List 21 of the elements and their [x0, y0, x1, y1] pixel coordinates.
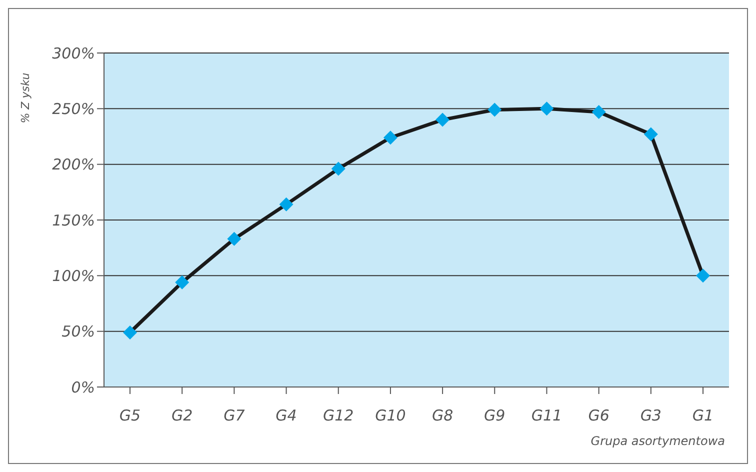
x-tick-label: G8	[432, 406, 454, 425]
x-tick-label: G5	[119, 406, 141, 425]
y-tick-label: 0%	[71, 378, 95, 396]
y-tick-label: 50%	[62, 322, 95, 341]
y-axis-title: % Z ysku	[18, 72, 32, 124]
y-tick-label: 250%	[52, 100, 95, 118]
x-tick-label: G1	[692, 406, 714, 425]
x-tick-label: G3	[640, 406, 662, 425]
x-tick-label: G7	[224, 406, 246, 425]
y-tick-label: 300%	[52, 44, 95, 62]
x-tick-label: G12	[323, 406, 354, 425]
y-tick-label: 150%	[52, 211, 95, 230]
x-tick-label: G9	[484, 406, 506, 425]
x-tick-label: G6	[588, 406, 610, 425]
y-tick-label: 200%	[52, 156, 95, 174]
y-tick-label: 100%	[52, 266, 95, 285]
x-tick-label: G2	[172, 406, 193, 425]
x-tick-label: G10	[375, 406, 406, 425]
x-tick-label: G4	[276, 406, 297, 425]
x-axis-title: Grupa asortymentowa	[590, 434, 725, 448]
x-tick-label: G11	[531, 406, 562, 425]
